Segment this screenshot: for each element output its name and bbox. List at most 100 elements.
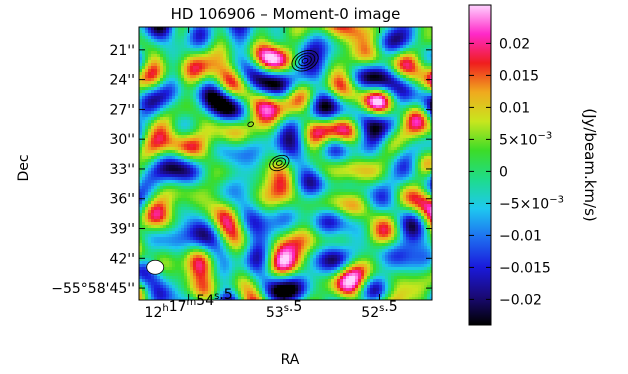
heatmap-cell <box>394 27 398 31</box>
heatmap-cell <box>157 39 161 43</box>
heatmap-cell <box>238 57 242 61</box>
heatmap-cell <box>322 36 326 40</box>
heatmap-cell <box>331 102 335 106</box>
heatmap-cell <box>394 132 398 136</box>
heatmap-cell <box>409 57 413 61</box>
heatmap-cell <box>355 54 359 58</box>
heatmap-cell <box>286 144 290 148</box>
heatmap-cell <box>283 51 287 55</box>
heatmap-cell <box>226 54 230 58</box>
heatmap-cell <box>424 42 428 46</box>
heatmap-cell <box>157 129 161 133</box>
heatmap-cell <box>376 42 380 46</box>
heatmap-cell <box>151 177 155 181</box>
heatmap-cell <box>265 162 269 166</box>
heatmap-cell <box>391 75 395 79</box>
heatmap-cell <box>376 114 380 118</box>
heatmap-cell <box>349 177 353 181</box>
heatmap-cell <box>148 105 152 109</box>
heatmap-cell <box>151 114 155 118</box>
heatmap-cell <box>160 99 164 103</box>
heatmap-cell <box>313 60 317 64</box>
heatmap-cell <box>256 51 260 55</box>
heatmap-cell <box>382 54 386 58</box>
heatmap-cell <box>169 96 173 100</box>
heatmap-cell <box>178 165 182 169</box>
heatmap-cell <box>427 135 431 139</box>
heatmap-cell <box>151 66 155 70</box>
heatmap-cell <box>238 81 242 85</box>
heatmap-cell <box>364 120 368 124</box>
heatmap-cell <box>241 111 245 115</box>
heatmap-cell <box>310 36 314 40</box>
heatmap-cell <box>385 141 389 145</box>
heatmap-cell <box>334 81 338 85</box>
heatmap-cell <box>241 141 245 145</box>
heatmap-cell <box>400 33 404 37</box>
heatmap-cell <box>217 90 221 94</box>
heatmap-cell <box>202 66 206 70</box>
heatmap-cell <box>289 45 293 49</box>
heatmap-cell <box>421 159 425 163</box>
heatmap-cell <box>184 81 188 85</box>
heatmap-cell <box>277 45 281 49</box>
heatmap-cell <box>424 126 428 130</box>
heatmap-cell <box>172 111 176 115</box>
heatmap-cell <box>358 84 362 88</box>
heatmap-cell <box>202 96 206 100</box>
heatmap-cell <box>301 78 305 82</box>
heatmap-cell <box>352 162 356 166</box>
heatmap-cell <box>358 129 362 133</box>
heatmap-cell <box>193 45 197 49</box>
heatmap-cell <box>379 48 383 52</box>
heatmap-cell <box>331 177 335 181</box>
heatmap-cell <box>367 132 371 136</box>
heatmap-cell <box>247 63 251 67</box>
heatmap-cell <box>217 42 221 46</box>
heatmap-cell <box>343 123 347 127</box>
heatmap-cell <box>295 177 299 181</box>
heatmap-cell <box>355 165 359 169</box>
heatmap-cell <box>412 39 416 43</box>
heatmap-cell <box>253 165 257 169</box>
heatmap-cell <box>265 81 269 85</box>
heatmap-cell <box>202 156 206 160</box>
heatmap-cell <box>157 30 161 34</box>
heatmap-cell <box>148 75 152 79</box>
heatmap-cell <box>385 147 389 151</box>
heatmap-cell <box>280 129 284 133</box>
heatmap-cell <box>229 60 233 64</box>
heatmap-cell <box>355 159 359 163</box>
heatmap-cell <box>340 162 344 166</box>
heatmap-cell <box>187 105 191 109</box>
heatmap-cell <box>196 69 200 73</box>
heatmap-cell <box>370 171 374 175</box>
heatmap-cell <box>319 156 323 160</box>
heatmap-cell <box>262 156 266 160</box>
heatmap-cell <box>247 177 251 181</box>
heatmap-cell <box>325 123 329 127</box>
heatmap-cell <box>397 123 401 127</box>
heatmap-cell <box>400 171 404 175</box>
heatmap-cell <box>367 150 371 154</box>
heatmap-cell <box>421 138 425 142</box>
heatmap-cell <box>370 66 374 70</box>
heatmap-cell <box>310 117 314 121</box>
heatmap-cell <box>334 48 338 52</box>
heatmap-cell <box>331 135 335 139</box>
heatmap-cell <box>301 168 305 172</box>
heatmap-cell <box>286 39 290 43</box>
heatmap-cell <box>307 138 311 142</box>
heatmap-cell <box>238 117 242 121</box>
heatmap-cell <box>346 99 350 103</box>
heatmap-cell <box>403 150 407 154</box>
heatmap-cell <box>142 39 146 43</box>
heatmap-cell <box>331 147 335 151</box>
heatmap-cell <box>430 90 432 94</box>
heatmap-cell <box>340 93 344 97</box>
heatmap-cell <box>244 168 248 172</box>
heatmap-cell <box>376 99 380 103</box>
heatmap-cell <box>220 132 224 136</box>
heatmap-cell <box>265 168 269 172</box>
heatmap-cell <box>385 90 389 94</box>
